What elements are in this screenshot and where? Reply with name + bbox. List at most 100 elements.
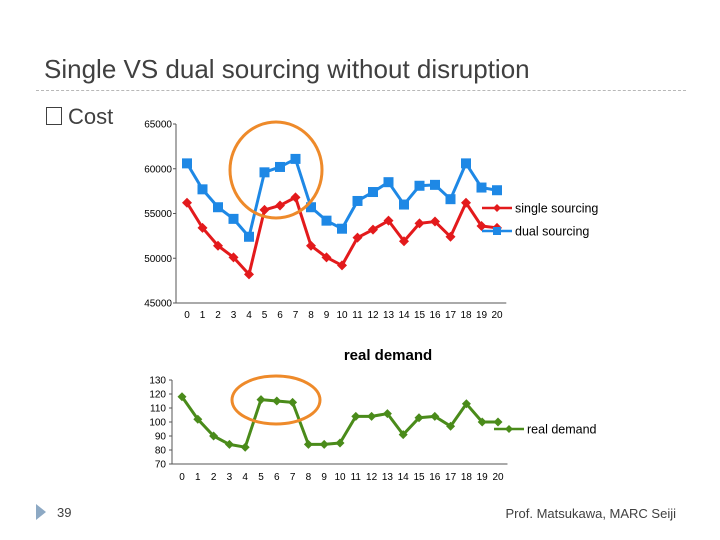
legend-entry: single sourcing <box>482 202 598 216</box>
data-point <box>272 396 282 406</box>
x-tick-label: 2 <box>211 472 217 483</box>
x-tick-label: 2 <box>215 310 221 321</box>
x-tick-label: 11 <box>352 310 363 321</box>
data-point <box>383 215 394 226</box>
data-point <box>352 232 363 243</box>
data-point <box>182 197 192 208</box>
x-tick-label: 9 <box>324 310 330 321</box>
x-tick-label: 7 <box>290 472 296 483</box>
data-point <box>209 431 219 441</box>
x-tick-label: 16 <box>429 472 441 483</box>
data-point <box>193 414 203 424</box>
legend-label: single sourcing <box>515 202 598 216</box>
x-tick-label: 12 <box>366 472 378 483</box>
x-tick-label: 3 <box>227 472 233 483</box>
x-tick-label: 7 <box>293 310 299 321</box>
data-point <box>337 260 347 271</box>
y-tick-label: 120 <box>149 390 166 401</box>
x-tick-label: 19 <box>476 310 488 321</box>
x-tick-label: 3 <box>231 310 237 321</box>
legend-entry: dual sourcing <box>482 225 589 239</box>
y-tick-label: 65000 <box>144 120 172 131</box>
x-tick-label: 10 <box>336 310 348 321</box>
x-tick-label: 13 <box>383 310 395 321</box>
data-point <box>213 240 223 251</box>
data-point <box>240 442 250 452</box>
legend-label: real demand <box>527 423 597 437</box>
x-tick-label: 4 <box>246 310 252 321</box>
data-point <box>244 231 254 242</box>
data-point <box>306 202 316 213</box>
data-point <box>177 392 187 402</box>
legend-entry: real demand <box>494 423 597 437</box>
y-tick-label: 100 <box>149 418 166 429</box>
data-point <box>306 240 316 251</box>
x-tick-label: 4 <box>242 472 248 483</box>
data-point <box>430 179 440 190</box>
x-tick-label: 6 <box>277 310 283 321</box>
data-point <box>256 395 266 405</box>
x-tick-label: 18 <box>460 310 472 321</box>
data-point <box>244 269 254 280</box>
x-tick-label: 11 <box>351 472 362 483</box>
data-point <box>414 218 425 229</box>
x-tick-label: 17 <box>445 310 457 321</box>
data-point <box>275 161 285 172</box>
data-point <box>228 252 239 263</box>
y-tick-label: 55000 <box>144 209 172 220</box>
legend-label: dual sourcing <box>515 225 589 239</box>
y-tick-label: 80 <box>155 446 167 457</box>
data-point <box>367 411 377 421</box>
data-point <box>414 413 424 423</box>
x-tick-label: 17 <box>445 472 457 483</box>
data-point <box>461 399 471 409</box>
y-tick-label: 90 <box>155 432 167 443</box>
x-tick-label: 5 <box>258 472 264 483</box>
highlight-circle-demand <box>230 374 322 426</box>
data-point <box>182 158 192 169</box>
y-tick-label: 60000 <box>144 164 172 175</box>
data-point <box>445 231 456 242</box>
highlight-circle-cost <box>228 120 324 220</box>
data-point <box>197 184 208 195</box>
data-point <box>213 202 223 213</box>
series-real-demand <box>177 392 503 452</box>
data-point <box>368 187 378 198</box>
data-point <box>224 439 234 449</box>
data-point <box>398 430 408 440</box>
data-point <box>399 236 409 247</box>
data-point <box>321 252 332 263</box>
data-point <box>352 195 363 206</box>
y-tick-label: 50000 <box>144 254 172 265</box>
data-point <box>382 409 392 419</box>
data-point <box>259 204 270 215</box>
y-tick-label: 110 <box>150 404 166 415</box>
page-number: 39 <box>57 505 72 520</box>
x-tick-label: 13 <box>382 472 394 483</box>
data-point <box>368 224 378 235</box>
series-dual-sourcing <box>182 153 502 242</box>
title-divider <box>36 90 686 91</box>
chart-title: real demand <box>344 347 432 364</box>
x-tick-label: 20 <box>491 310 503 321</box>
x-tick-label: 16 <box>429 310 441 321</box>
data-point <box>319 439 329 449</box>
data-point <box>303 439 313 449</box>
x-tick-label: 18 <box>461 472 473 483</box>
data-point <box>321 215 332 226</box>
data-point <box>445 194 456 205</box>
x-tick-label: 19 <box>477 472 489 483</box>
data-point <box>383 177 394 188</box>
data-point <box>461 158 471 169</box>
data-point <box>476 221 487 232</box>
x-tick-label: 10 <box>334 472 346 483</box>
data-point <box>399 199 409 210</box>
data-point <box>275 200 285 211</box>
x-tick-label: 14 <box>398 472 410 483</box>
x-tick-label: 6 <box>274 472 280 483</box>
x-tick-label: 14 <box>398 310 410 321</box>
data-point <box>351 411 361 421</box>
data-point <box>259 167 270 178</box>
